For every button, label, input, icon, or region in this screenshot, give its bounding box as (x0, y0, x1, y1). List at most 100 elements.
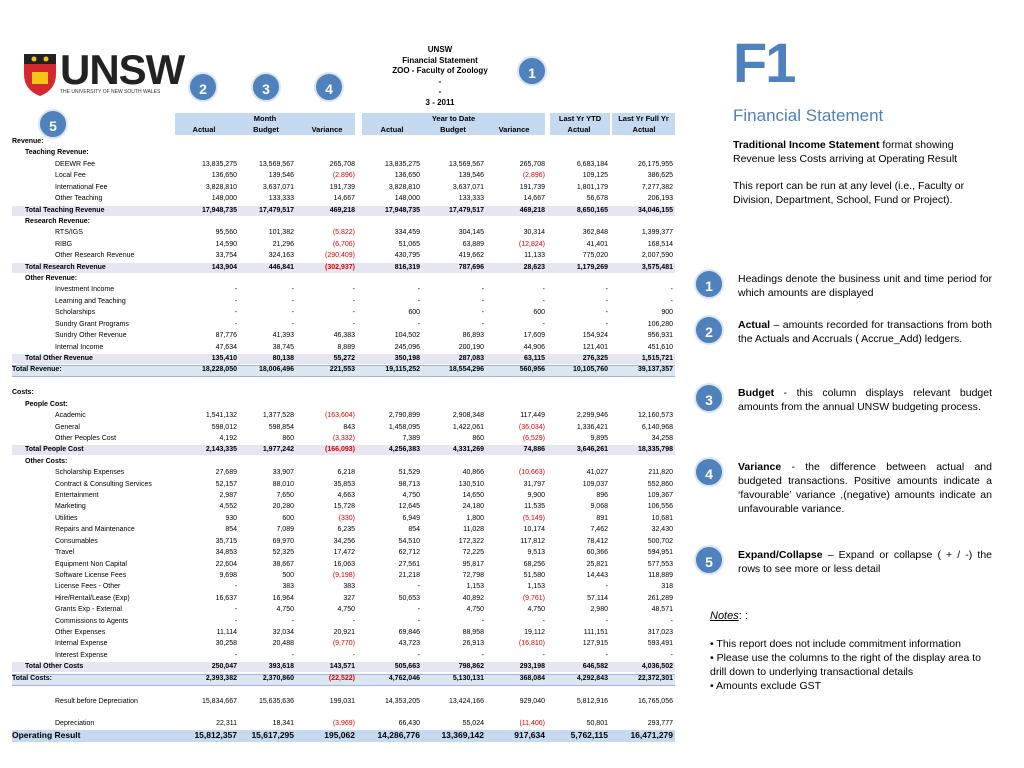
value-cell: 63,115 (523, 354, 545, 362)
value-cell: 956,931 (647, 332, 673, 340)
value-cell: 469,218 (329, 206, 355, 214)
value-cell: 1,800 (466, 514, 484, 522)
row-label: Teaching Revenue: (25, 149, 89, 157)
value-cell: 17,472 (333, 549, 355, 557)
header-band (612, 113, 675, 135)
value-cell: 33,754 (215, 252, 237, 260)
column-header: Variance (498, 125, 530, 134)
value-cell: - (352, 286, 355, 294)
value-cell: 577,553 (647, 560, 673, 568)
value-cell: 18,006,496 (258, 366, 294, 374)
value-cell: 78,412 (586, 537, 608, 545)
row-label: Learning and Teaching (55, 297, 126, 305)
intro-bold: Traditional Income Statement (733, 139, 880, 151)
value-cell: 41,393 (272, 332, 294, 340)
value-cell: - (291, 309, 294, 317)
crest-lion (43, 56, 49, 62)
value-cell: 600 (408, 309, 420, 317)
header-band (550, 113, 610, 135)
row-label: Equipment Non Capital (55, 560, 127, 568)
scope: This report can be run at any level (i.e… (733, 180, 965, 206)
row-label: Entertainment (55, 492, 99, 500)
value-cell: 14,286,776 (377, 729, 420, 740)
value-cell: 52,157 (215, 480, 237, 488)
value-cell: 172,322 (458, 537, 484, 545)
value-cell: - (605, 583, 608, 591)
value-cell: 19,115,252 (385, 366, 420, 374)
total-band (12, 673, 675, 686)
value-cell: 3,575,481 (641, 263, 673, 271)
subtotal-band (12, 662, 675, 673)
row-label: Total Teaching Revenue (25, 206, 105, 214)
value-cell: 109,125 (582, 172, 608, 180)
value-cell: 16,765,056 (637, 697, 673, 705)
value-cell: 14,667 (523, 195, 545, 203)
value-cell: (302,937) (325, 263, 355, 271)
value-cell: 2,980 (590, 606, 608, 614)
value-cell: 19,112 (524, 629, 545, 637)
value-cell: 276,325 (582, 354, 608, 362)
value-cell: (9,198) (332, 571, 355, 579)
value-cell: 31,797 (523, 480, 545, 488)
value-cell: 368,084 (519, 674, 545, 682)
value-cell: 101,382 (268, 229, 294, 237)
value-cell: 383 (343, 583, 355, 591)
value-cell: - (234, 606, 237, 614)
value-cell: 896 (596, 492, 608, 500)
value-cell: 10,681 (651, 514, 673, 522)
value-cell: 9,513 (527, 549, 545, 557)
value-cell: 54,510 (398, 537, 420, 545)
row-label: Total Research Revenue (25, 263, 106, 271)
value-cell: 5,762,115 (570, 729, 608, 740)
value-cell: 98,713 (398, 480, 420, 488)
value-cell: - (481, 286, 484, 294)
value-cell: 44,906 (523, 343, 545, 351)
value-cell: 293,198 (519, 663, 545, 671)
value-cell: 52,325 (272, 549, 294, 557)
value-cell: 117,449 (520, 412, 545, 420)
row-label: Sundry Grant Programs (55, 320, 129, 328)
value-cell: 34,046,155 (637, 206, 673, 214)
value-cell: (290,409) (325, 252, 355, 260)
result-band (12, 729, 675, 742)
value-cell: 1,399,377 (641, 229, 673, 237)
value-cell: 30,314 (523, 229, 545, 237)
value-cell: 95,817 (462, 560, 484, 568)
value-cell: 143,904 (211, 263, 237, 271)
row-label: Scholarships (55, 309, 96, 317)
value-cell: 4,750 (337, 606, 355, 614)
group-header: Month (253, 114, 277, 123)
value-cell: 195,062 (324, 729, 355, 740)
crest-lion (31, 56, 37, 62)
value-cell: 787,696 (458, 263, 484, 271)
note-badge: 3 (694, 383, 724, 413)
value-cell: - (291, 651, 294, 659)
value-cell: 3,637,071 (452, 183, 484, 191)
value-cell: 88,958 (462, 629, 484, 637)
value-cell: 7,277,382 (641, 183, 673, 191)
note-text: Variance - the difference between actual… (738, 460, 992, 516)
group-header: Last Yr Full Yr (618, 114, 669, 123)
value-cell: 35,853 (333, 480, 355, 488)
value-cell: (9,770) (332, 640, 355, 648)
value-cell: 200,190 (458, 343, 484, 351)
value-cell: 13,835,275 (201, 160, 237, 168)
value-cell: 1,977,242 (262, 446, 294, 454)
row-label: Utilities (55, 514, 78, 522)
row-label: Research Revenue: (25, 217, 90, 225)
value-cell: 4,331,269 (452, 446, 484, 454)
value-cell: - (417, 297, 420, 305)
value-cell: - (542, 286, 545, 294)
value-cell: 1,801,179 (576, 183, 608, 191)
value-cell: 6,140,968 (641, 423, 673, 431)
value-cell: 136,650 (394, 172, 420, 180)
value-cell: 26,913 (462, 640, 484, 648)
value-cell: 11,535 (524, 503, 545, 511)
value-cell: 35,715 (215, 537, 237, 545)
value-cell: 40,892 (462, 594, 484, 602)
subtotal-band (12, 205, 675, 216)
value-cell: 265,708 (329, 160, 355, 168)
value-cell: 3,646,261 (576, 446, 608, 454)
value-cell: - (234, 583, 237, 591)
row-label: RIBG (55, 240, 73, 248)
